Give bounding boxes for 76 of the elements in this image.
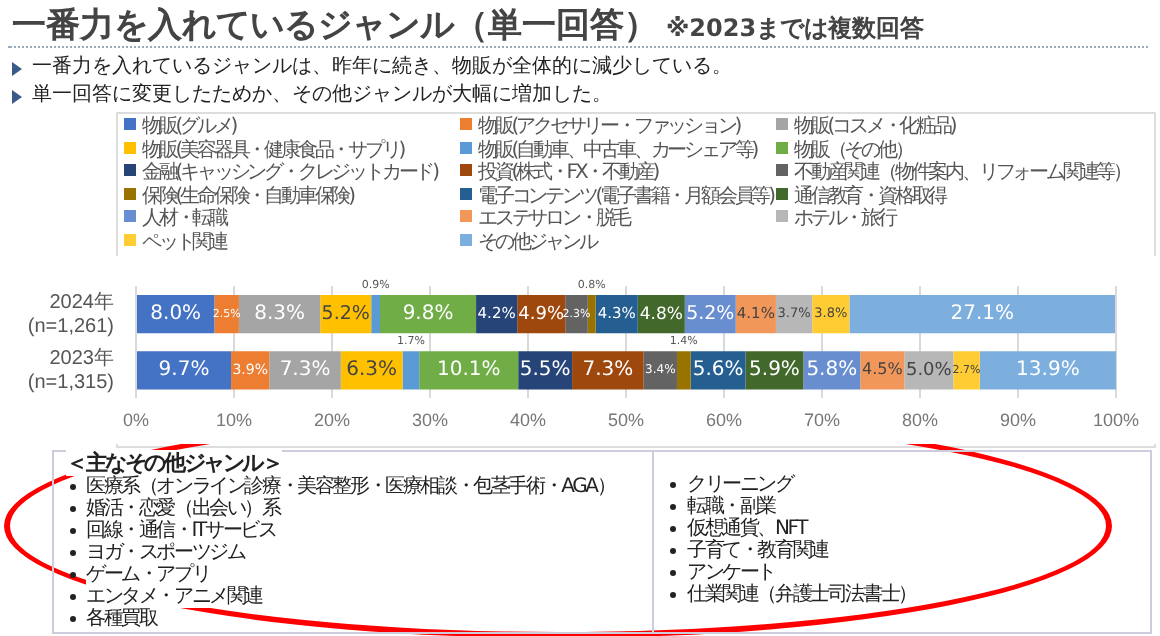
- legend-label: 不動産関連（物件案内、リフォーム関連等）: [792, 162, 1133, 185]
- data-label: 4.9%: [518, 304, 565, 325]
- legend-label: 通信教育・資格取得: [792, 185, 949, 208]
- text: 一番力を入れているジャンルは、昨年に続き、物販が全体的に減少している。: [32, 54, 732, 82]
- x-tick-label: 80%: [901, 410, 939, 431]
- text: クリーニング: [686, 474, 793, 496]
- data-label: 4.8%: [639, 304, 683, 325]
- text: アンケート: [686, 562, 775, 584]
- data-label: 5.8%: [806, 359, 858, 382]
- bar: [849, 294, 1116, 334]
- x-tick-label: 100%: [1092, 410, 1140, 431]
- data-label: 5.2%: [321, 303, 370, 326]
- legend-label: 物販(グルメ): [140, 116, 239, 139]
- legend-label: その他ジャンル: [476, 231, 599, 256]
- bar: [587, 294, 596, 334]
- text: 回線・通信・ITサービス: [86, 520, 276, 542]
- chart-title: 一番力を入れているジャンル（単一回答）: [12, 6, 658, 46]
- legend-label: 物販(コスメ・化粧品): [792, 116, 958, 140]
- bar: [371, 294, 381, 334]
- data-label: 7.3%: [279, 359, 331, 382]
- data-label: 6.3%: [346, 359, 398, 382]
- legend-label: 人材・転職: [140, 208, 230, 231]
- text: ヨガ・スポーツジム: [86, 542, 245, 564]
- legend-label: 金融(キャッシング・クレジットカード): [140, 162, 440, 185]
- data-label: 13.9%: [1016, 359, 1080, 382]
- y-tick-label: 2023年 (n=1,315): [27, 345, 114, 394]
- x-tick-label: 90%: [999, 410, 1037, 431]
- text: 婚活・恋愛（出会い）系: [86, 498, 280, 520]
- text: 仕業関連（弁護士司法書士）: [686, 584, 916, 606]
- text: ゲーム・アプリ: [86, 564, 210, 586]
- legend-label: 物販(アクセサリー・ファッション): [476, 116, 743, 139]
- text: 単一回答に変更したためか、その他ジャンルが大幅に増加した。: [32, 82, 612, 110]
- data-label: 5.5%: [519, 359, 571, 382]
- data-label: 8.3%: [254, 303, 305, 326]
- data-label: 9.8%: [402, 303, 454, 326]
- x-tick-label: 20%: [313, 410, 351, 431]
- legend-label: ペット関連: [140, 231, 230, 256]
- text: ＜主なその他ジャンル＞: [66, 450, 282, 476]
- legend-label: 電子コンテンツ(電子書籍・月額会員等): [476, 185, 776, 208]
- x-tick-label: 70%: [803, 410, 841, 431]
- legend-label: 投資(株式・FX・不動産): [476, 162, 661, 185]
- legend-label: 物販（その他）: [792, 139, 914, 162]
- chart-subtitle: ※2023までは複数回答: [666, 14, 925, 42]
- data-label: 5.0%: [905, 360, 953, 381]
- x-tick-label: 40%: [509, 410, 547, 431]
- x-tick-label: 0%: [122, 410, 150, 431]
- data-label: 7.3%: [582, 359, 634, 382]
- data-label: 27.1%: [950, 303, 1015, 326]
- legend-label: 保険(生命保険・自動車保険): [140, 185, 356, 208]
- x-tick-label: 10%: [215, 410, 253, 431]
- bar: [402, 351, 420, 390]
- text: エンタメ・アニメ関連: [86, 586, 263, 608]
- text: 仮想通貨、NFT: [686, 518, 807, 540]
- text: 各種買取: [86, 608, 157, 630]
- x-tick-label: 30%: [411, 410, 449, 431]
- x-tick-label: 60%: [705, 410, 743, 431]
- data-label: 5.2%: [686, 303, 735, 326]
- bar: [572, 351, 644, 390]
- y-tick-label: 2024年 (n=1,261): [27, 289, 114, 338]
- data-label: 9.7%: [158, 359, 210, 382]
- legend-label: ホテル・旅行: [792, 208, 898, 232]
- text: 医療系（オンライン診療・美容整形・医療相談・包茎手術・AGA）: [86, 476, 615, 498]
- data-label: 8.0%: [150, 303, 202, 326]
- bar: [137, 351, 232, 390]
- bar: [979, 351, 1116, 390]
- legend-label: 物販(美容器具・健康食品・サプリ): [140, 139, 407, 162]
- data-label: 4.5%: [861, 360, 904, 379]
- text: 転職・副業: [686, 496, 775, 518]
- legend-label: 物販(自動車、中古車、カーシェア等): [476, 139, 760, 162]
- data-label: 10.1%: [436, 359, 501, 382]
- bar: [676, 351, 691, 390]
- text: 子育て・教育関連: [686, 540, 828, 562]
- data-label: 5.9%: [749, 359, 800, 382]
- legend-label: エステサロン・脱毛: [476, 208, 633, 232]
- x-tick-label: 50%: [607, 410, 645, 431]
- data-label: 5.6%: [692, 359, 744, 382]
